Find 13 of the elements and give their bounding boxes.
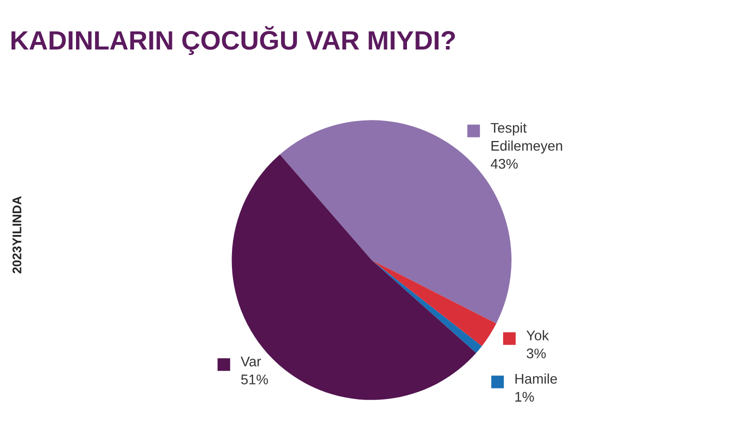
pie-slice [372,260,496,346]
data-label: 3% [526,348,546,358]
text: 2023YILINDA [12,196,22,274]
data-label: 1% [515,392,534,402]
data-label: 51% [241,374,268,384]
legend-label: Yok [526,330,549,340]
pie-slice [372,260,482,354]
chart-title: KADINLARIN ÇOCUĞU VAR MIYDI? [12,26,455,55]
legend-label: Var [240,356,261,366]
data-label: 43% [490,158,518,169]
legend-label: Tespit Edilemeyen [490,122,562,154]
legend-label: Hamile [515,374,557,384]
pie-slice [232,154,476,400]
